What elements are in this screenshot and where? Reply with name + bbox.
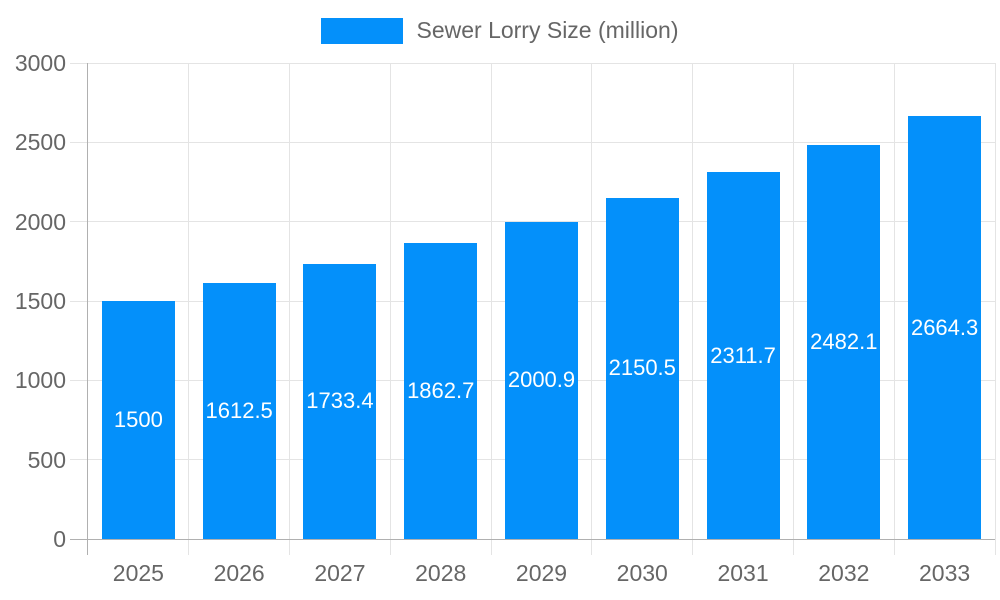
y-axis-label-500: 500 — [27, 446, 66, 473]
xtick-5 — [591, 539, 593, 555]
y-axis-line — [87, 63, 88, 555]
x-axis-label-2033: 2033 — [919, 560, 971, 586]
bar-value-label-2028: 1862.7 — [407, 378, 475, 404]
gridline-x-5 — [591, 63, 593, 539]
y-axis-label-0: 0 — [53, 526, 66, 552]
xtick-2 — [289, 539, 291, 555]
ytick-3000 — [70, 62, 88, 64]
x-axis-label-2030: 2030 — [616, 560, 668, 586]
ytick-500 — [70, 459, 88, 461]
gridline-y-3000 — [88, 62, 995, 64]
gridline-x-4 — [490, 63, 492, 539]
bar-2030[interactable] — [605, 197, 679, 539]
bar-value-label-2033: 2664.3 — [910, 314, 979, 340]
legend-item[interactable]: Sewer Lorry Size (million) — [321, 17, 679, 44]
y-axis-label-1000: 1000 — [14, 367, 66, 394]
gridline-x-9 — [994, 63, 996, 539]
xtick-6 — [692, 539, 694, 555]
xtick-7 — [792, 539, 794, 555]
legend: Sewer Lorry Size (million) — [0, 17, 1000, 44]
bar-2025[interactable] — [101, 301, 175, 539]
y-axis-label-2000: 2000 — [14, 208, 66, 235]
gridline-x-6 — [692, 63, 694, 539]
bar-2033[interactable] — [908, 116, 982, 539]
bar-2029[interactable] — [505, 221, 578, 539]
y-axis-label-1500: 1500 — [14, 288, 66, 314]
x-axis-label-2029: 2029 — [515, 560, 568, 586]
x-axis-label-2031: 2031 — [717, 560, 769, 586]
bar-value-label-2026: 1612.5 — [205, 398, 273, 424]
xtick-1 — [188, 539, 190, 555]
y-axis-label-2500: 2500 — [14, 129, 66, 156]
gridline-x-8 — [893, 63, 895, 539]
bar-2028[interactable] — [404, 243, 478, 539]
x-axis-label-2032: 2032 — [818, 560, 870, 586]
ytick-1000 — [70, 379, 88, 381]
ytick-2500 — [70, 141, 88, 143]
xtick-9 — [994, 539, 996, 555]
x-axis-label-2026: 2026 — [213, 560, 265, 586]
x-axis-label-2025: 2025 — [112, 560, 164, 586]
xtick-8 — [893, 539, 895, 555]
gridline-x-1 — [188, 63, 190, 539]
bar-2026[interactable] — [202, 283, 276, 539]
ytick-2000 — [70, 221, 88, 223]
bar-value-label-2029: 2000.9 — [507, 367, 576, 393]
x-axis-label-2027: 2027 — [314, 560, 366, 586]
bar-value-label-2030: 2150.5 — [608, 355, 676, 381]
gridline-y-2500 — [88, 141, 995, 143]
xtick-3 — [389, 539, 391, 555]
bar-2027[interactable] — [303, 263, 377, 539]
bar-value-label-2032: 2482.1 — [810, 329, 878, 355]
bar-value-label-2025: 1500 — [113, 407, 163, 432]
xtick-4 — [490, 539, 492, 555]
gridline-x-7 — [792, 63, 794, 539]
bar-value-label-2031: 2311.7 — [710, 342, 776, 368]
gridline-x-2 — [289, 63, 291, 539]
y-axis-label-3000: 3000 — [14, 50, 66, 76]
legend-label: Sewer Lorry Size (million) — [416, 17, 679, 43]
gridline-x-3 — [389, 63, 391, 539]
bar-2031[interactable] — [706, 172, 780, 539]
x-axis-line — [70, 539, 995, 540]
bar-2032[interactable] — [807, 145, 881, 539]
x-axis-label-2028: 2028 — [415, 560, 467, 586]
bar-value-label-2027: 1733.4 — [306, 388, 374, 414]
legend-swatch — [321, 17, 404, 44]
ytick-1500 — [70, 300, 88, 302]
